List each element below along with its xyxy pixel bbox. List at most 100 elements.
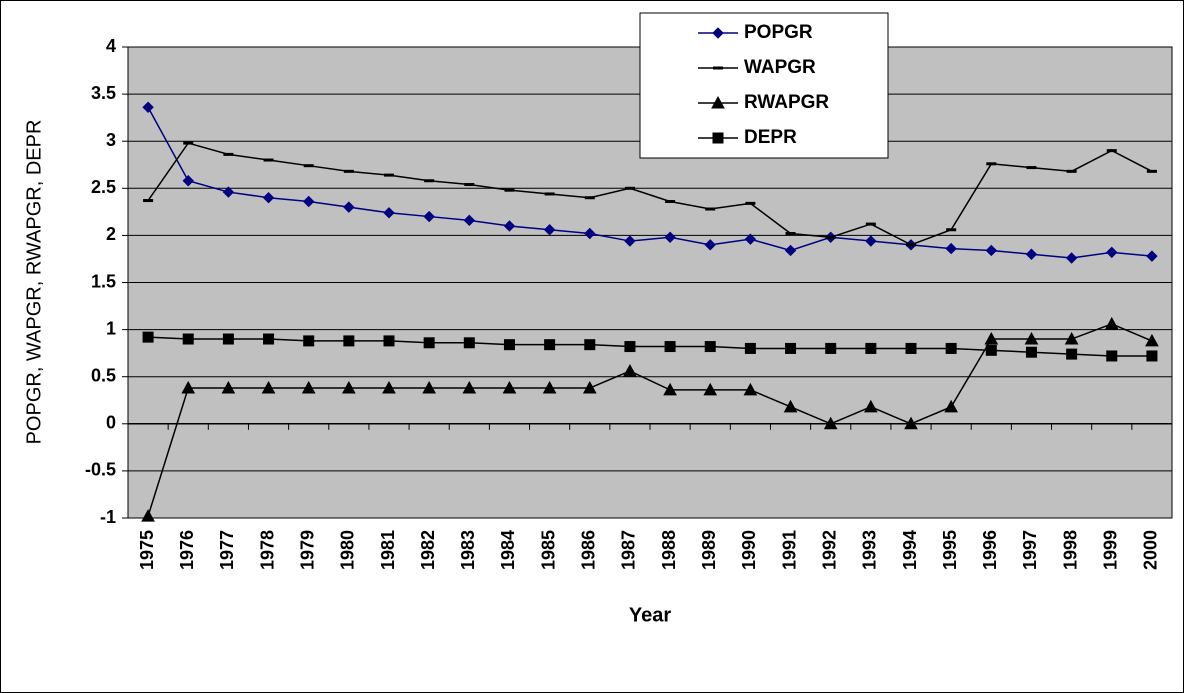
marker — [984, 331, 999, 345]
marker — [905, 342, 917, 354]
x-tick-label: 1987 — [619, 530, 639, 570]
marker — [864, 399, 878, 413]
marker — [301, 380, 316, 394]
marker — [704, 239, 716, 251]
marker — [222, 186, 235, 198]
marker — [221, 380, 236, 394]
marker — [784, 244, 797, 257]
marker — [623, 364, 637, 377]
x-tick-label: 1999 — [1101, 530, 1121, 570]
marker — [946, 228, 957, 232]
marker — [263, 158, 274, 162]
marker — [142, 331, 154, 343]
marker — [1025, 248, 1038, 260]
marker — [182, 175, 194, 187]
marker — [1146, 350, 1158, 362]
marker — [1146, 250, 1158, 262]
legend-label: WAPGR — [744, 57, 816, 78]
marker — [745, 201, 756, 205]
marker — [1146, 169, 1157, 173]
marker — [503, 220, 516, 232]
marker — [142, 101, 154, 113]
marker — [1064, 331, 1079, 345]
marker — [584, 196, 595, 200]
x-tick-label: 1990 — [739, 530, 759, 570]
marker — [222, 333, 234, 345]
y-tick-label: -0.5 — [85, 460, 116, 480]
marker — [823, 416, 838, 430]
marker — [945, 242, 957, 255]
marker — [383, 335, 395, 347]
x-tick-label: 1981 — [378, 530, 398, 570]
marker — [1106, 149, 1117, 153]
series-line — [147, 142, 1153, 246]
y-tick-label: 1 — [106, 318, 116, 338]
marker — [664, 231, 676, 243]
x-tick-label: 1985 — [538, 530, 558, 570]
marker — [1104, 316, 1119, 330]
legend-marker — [713, 66, 723, 70]
legend-marker — [712, 132, 724, 144]
legend-marker — [712, 27, 724, 39]
marker — [422, 380, 436, 394]
x-tick-label: 1982 — [418, 530, 438, 570]
x-tick-label: 1978 — [257, 530, 277, 570]
marker — [986, 162, 997, 166]
legend-box — [639, 12, 889, 159]
marker — [624, 235, 636, 247]
marker — [665, 199, 676, 203]
marker — [544, 339, 556, 351]
marker — [704, 341, 716, 353]
series-line — [148, 336, 1152, 357]
legend-marker — [711, 95, 725, 109]
marker — [906, 243, 916, 247]
marker — [785, 342, 797, 354]
x-tick-label: 1986 — [579, 530, 599, 570]
marker — [705, 207, 716, 211]
y-tick-label: 3.5 — [91, 83, 116, 103]
x-tick-label: 1989 — [699, 530, 719, 570]
marker — [504, 188, 515, 192]
x-tick-label: 1977 — [217, 530, 237, 570]
marker — [141, 509, 155, 522]
y-tick-label: -1 — [100, 507, 116, 527]
x-tick-label: 1979 — [297, 530, 317, 570]
marker — [261, 380, 276, 394]
marker — [985, 244, 998, 257]
x-tick-label: 1997 — [1020, 530, 1040, 570]
marker — [744, 233, 757, 245]
marker — [1106, 350, 1118, 362]
marker — [1025, 346, 1037, 358]
marker — [303, 164, 314, 168]
marker — [865, 222, 876, 226]
marker — [343, 201, 355, 213]
x-tick-label: 1994 — [900, 530, 920, 570]
x-tick-label: 1996 — [980, 530, 1000, 570]
marker — [384, 173, 394, 177]
marker — [904, 416, 918, 430]
marker — [985, 344, 997, 356]
marker — [343, 335, 355, 347]
marker — [543, 224, 556, 236]
x-tick-label: 1991 — [779, 530, 799, 570]
marker — [1024, 331, 1039, 345]
marker — [1066, 348, 1078, 360]
marker — [383, 207, 395, 219]
marker — [424, 179, 435, 183]
marker — [664, 341, 676, 353]
x-tick-label: 1993 — [860, 530, 880, 570]
marker — [542, 380, 557, 394]
marker — [503, 339, 515, 351]
x-tick-label: 1988 — [659, 530, 679, 570]
y-tick-label: 4 — [106, 36, 116, 56]
marker — [582, 380, 597, 394]
marker — [945, 342, 957, 354]
y-tick-label: 1.5 — [91, 271, 116, 291]
y-axis-title: POPGR, WAPGR, RWAPGR, DEPR — [23, 120, 45, 445]
marker — [262, 192, 275, 204]
x-tick-label: 1983 — [458, 530, 478, 570]
legend-label: RWAPGR — [744, 92, 829, 113]
marker — [584, 227, 596, 240]
x-tick-label: 1992 — [819, 530, 839, 570]
